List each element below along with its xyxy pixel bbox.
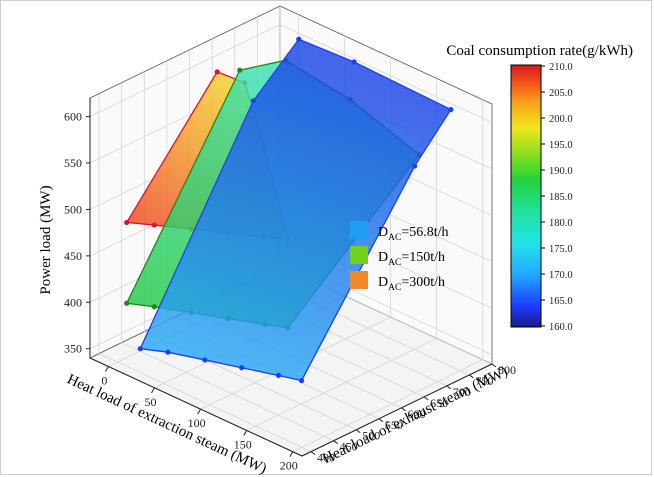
data-point [351, 59, 357, 65]
legend-swatch [350, 221, 368, 239]
x-tick [151, 387, 155, 394]
y-tick-label: 700 [453, 385, 471, 399]
y-grid-line [121, 82, 334, 441]
y-tick-label: 450 [340, 440, 358, 454]
z-tick-label: 500 [64, 202, 82, 216]
legend-label: DAC=300t/h [378, 275, 445, 293]
colorbar-tick-label: 165.0 [549, 296, 573, 307]
y-tick-label: 650 [430, 396, 448, 410]
z-tick-label: 350 [64, 342, 82, 356]
y-tick [423, 396, 429, 401]
z-tick-label: 400 [64, 295, 82, 309]
colorbar-tick-label: 160.0 [549, 322, 573, 333]
colorbar-tick-label: 185.0 [549, 192, 573, 203]
legend-label: DAC=56.8t/h [378, 225, 449, 243]
y-tick-label: 600 [408, 407, 426, 421]
x-tick-label: 200 [280, 459, 298, 473]
y-tick-label: 550 [385, 418, 403, 432]
data-point [250, 98, 256, 104]
colorbar-tick-label: 190.0 [549, 166, 573, 177]
data-point [275, 372, 282, 379]
data-point [448, 106, 454, 113]
x-tick [105, 366, 109, 372]
x-tick-label: 50 [145, 395, 157, 409]
legend-item: DAC=56.8t/h [350, 221, 449, 243]
colorbar-tick-label: 180.0 [549, 218, 573, 229]
data-point [124, 219, 130, 226]
y-grid-line [143, 71, 357, 431]
z-tick-label: 600 [64, 110, 82, 124]
y-grid-line [98, 93, 312, 452]
colorbar-tick-label: 205.0 [549, 88, 573, 99]
data-point [237, 67, 243, 73]
y-tick [378, 418, 384, 423]
y-tick-label: 500 [362, 429, 380, 443]
data-point [137, 346, 143, 352]
legend: DAC=56.8t/h DAC=150t/h DAC=300t/h [350, 221, 449, 293]
y-tick [310, 451, 316, 456]
data-point [412, 163, 418, 169]
colorbar-tick-label: 175.0 [549, 244, 573, 255]
data-point [296, 36, 302, 42]
z-tick-label: 450 [64, 249, 82, 263]
x-tick [197, 408, 202, 415]
colorbar-title: Coal consumption rate(g/kWh) [446, 43, 633, 59]
colorbar-tick-label: 200.0 [549, 114, 573, 125]
data-point [151, 222, 157, 228]
data-point [165, 349, 171, 355]
data-point [124, 300, 130, 306]
y-tick [355, 429, 361, 434]
legend-swatch [350, 246, 368, 264]
x-tick-label: 150 [234, 437, 252, 451]
y-tick-label: 800 [498, 363, 516, 377]
colorbar-gradient [510, 64, 542, 328]
legend-swatch [350, 271, 368, 289]
y-tick [446, 385, 452, 390]
x-tick-label: 100 [188, 416, 206, 430]
data-point [151, 304, 157, 310]
y-tick-label: 400 [317, 451, 335, 465]
colorbar-tick-label: 195.0 [549, 140, 573, 151]
data-point [202, 357, 208, 363]
colorbar: Coal consumption rate(g/kWh) 160.0 165.0 17… [446, 43, 633, 333]
data-point [214, 69, 220, 75]
z-tick-label: 550 [64, 156, 82, 170]
y-tick [401, 407, 406, 412]
data-point [239, 365, 245, 371]
legend-item: DAC=300t/h [350, 271, 445, 293]
legend-item: DAC=150t/h [350, 246, 445, 268]
x-tick [289, 451, 294, 457]
z-axis-title: Power load (MW) [38, 185, 54, 294]
y-tick [491, 363, 497, 368]
x-axis-line [89, 357, 303, 457]
colorbar-tick-label: 170.0 [549, 270, 573, 281]
y-tick-label: 750 [475, 374, 493, 388]
x-tick-label: 0 [101, 374, 107, 388]
y-tick [469, 374, 474, 379]
legend-label: DAC=150t/h [378, 250, 445, 268]
y-tick [333, 440, 338, 445]
colorbar-tick-label: 210.0 [549, 62, 573, 73]
data-point [298, 377, 305, 384]
surfaces [124, 36, 454, 384]
x-tick [243, 430, 248, 436]
